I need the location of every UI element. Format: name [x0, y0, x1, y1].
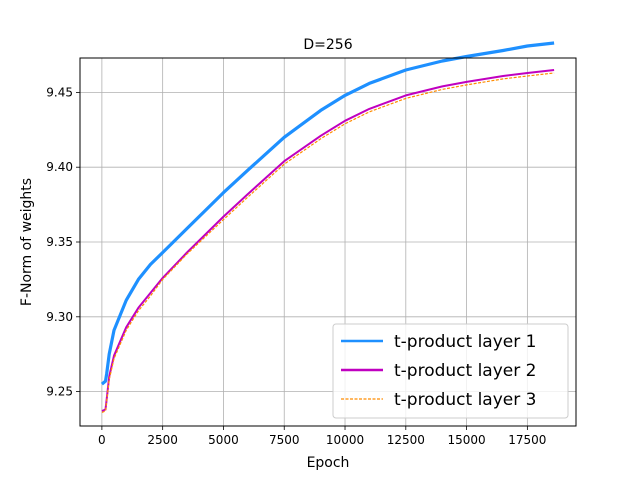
legend: t-product layer 1 t-product layer 2 t-prod…	[332, 323, 569, 419]
x-tick-label: 7500	[269, 433, 300, 447]
x-tick-label: 2500	[147, 433, 178, 447]
legend-box	[332, 323, 569, 419]
legend-label-1: t-product layer 1	[394, 332, 536, 352]
legend-label-3: t-product layer 3	[394, 390, 536, 410]
x-axis: 0 2500 5000 7500 10000 12500 15000 17500	[98, 426, 546, 447]
x-tick-label: 12500	[387, 433, 425, 447]
series-layer	[100, 41, 555, 414]
series-line-2	[101, 69, 555, 412]
y-tick-label: 9.45	[46, 85, 73, 99]
grid	[80, 58, 576, 426]
y-axis-label: F-Norm of weights	[19, 178, 35, 306]
legend-label-2: t-product layer 2	[394, 361, 536, 381]
series-line-3	[101, 72, 555, 414]
y-tick-label: 9.40	[46, 160, 73, 174]
y-tick-label: 9.30	[46, 310, 73, 324]
y-axis: 9.25 9.30 9.35 9.40 9.45	[46, 85, 80, 399]
y-tick-label: 9.25	[46, 385, 73, 399]
x-tick-label: 0	[98, 433, 106, 447]
x-tick-label: 5000	[208, 433, 239, 447]
x-tick-label: 10000	[326, 433, 364, 447]
x-tick-label: 17500	[508, 433, 546, 447]
y-tick-label: 9.35	[46, 235, 73, 249]
x-axis-label: Epoch	[307, 455, 350, 471]
x-tick-label: 15000	[447, 433, 485, 447]
chart-title: D=256	[303, 37, 352, 53]
series-line-1	[100, 41, 555, 386]
